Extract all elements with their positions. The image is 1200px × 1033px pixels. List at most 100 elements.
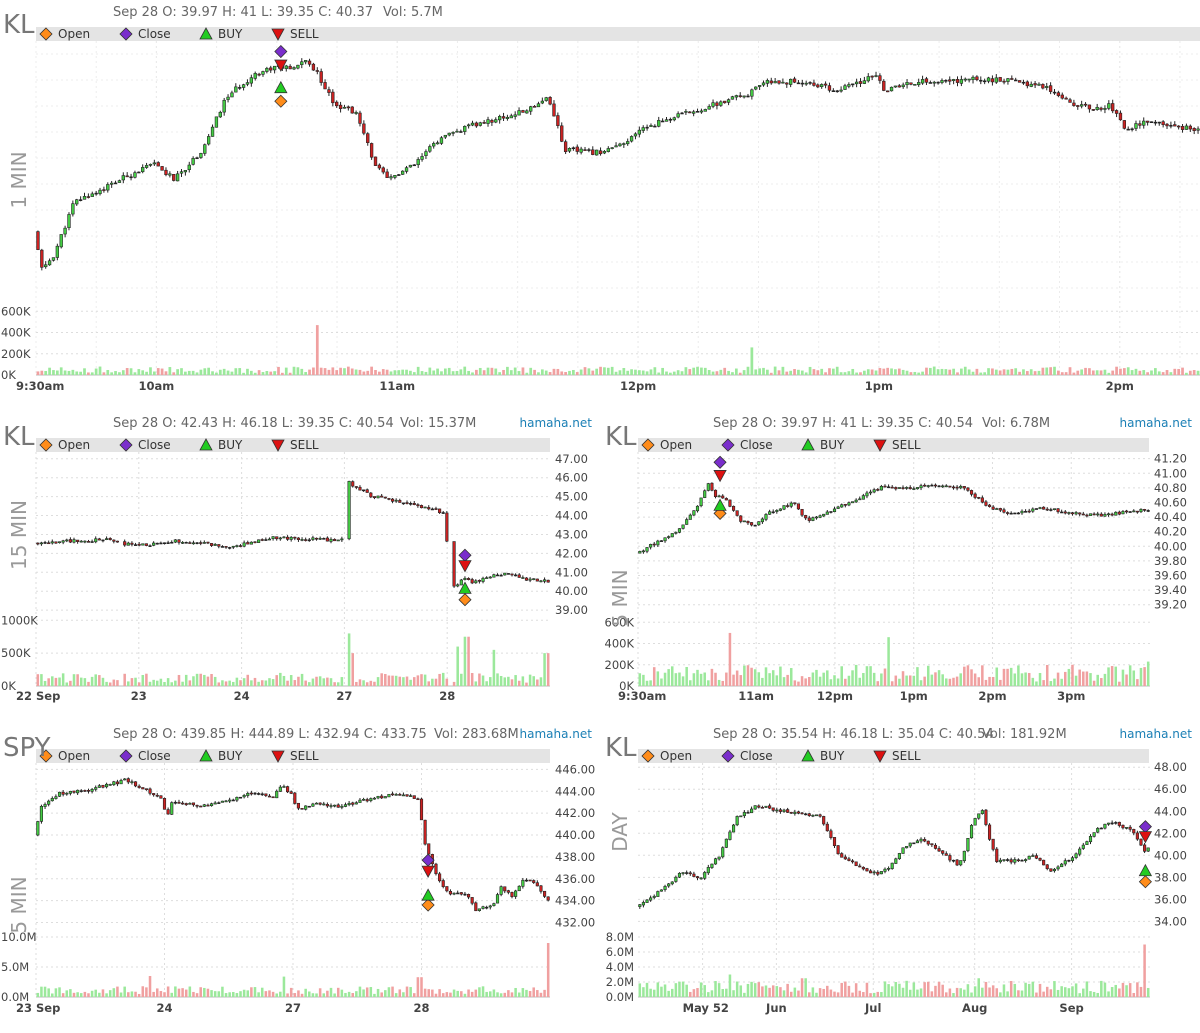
candle xyxy=(228,799,232,802)
brand-link[interactable]: hamaha.net xyxy=(520,416,593,430)
volume-bar xyxy=(329,678,333,686)
candle xyxy=(638,904,642,907)
candle xyxy=(381,167,385,173)
volume-bar xyxy=(653,367,657,375)
volume-bar xyxy=(217,682,221,686)
volume-bar xyxy=(897,368,901,375)
candle xyxy=(86,790,91,792)
candle xyxy=(769,80,773,84)
candle xyxy=(543,890,547,897)
candle xyxy=(184,803,188,806)
x-tick-label: Jun xyxy=(765,1001,787,1015)
volume-bar xyxy=(98,675,101,686)
volume-bar xyxy=(286,680,289,686)
candle xyxy=(307,805,311,808)
volume-bar xyxy=(525,372,529,375)
volume-bar xyxy=(470,991,474,997)
candle xyxy=(1177,125,1181,128)
candle xyxy=(333,804,337,807)
volume-bar xyxy=(83,678,87,686)
volume-bar xyxy=(195,673,199,686)
volume-bar xyxy=(591,370,595,375)
candle xyxy=(1099,827,1103,830)
volume-bar xyxy=(389,371,393,375)
candle xyxy=(1067,512,1071,514)
candle xyxy=(1110,822,1114,825)
candle xyxy=(778,809,782,812)
candle xyxy=(843,504,847,506)
volume-bar xyxy=(1002,984,1006,997)
volume-bar xyxy=(757,982,761,997)
candle xyxy=(719,101,723,106)
volume-bar xyxy=(184,989,188,997)
volume-bar xyxy=(293,993,297,997)
brand-link[interactable]: hamaha.net xyxy=(520,727,593,741)
price-tick-label: 38.00 xyxy=(1154,870,1187,884)
candle xyxy=(224,546,228,548)
candle xyxy=(90,193,94,197)
volume-bar xyxy=(869,993,872,997)
volume-bar xyxy=(1110,987,1114,997)
volume-bar xyxy=(443,368,447,375)
candle xyxy=(1045,864,1049,870)
volume-bar xyxy=(180,368,183,375)
candle xyxy=(435,142,440,145)
volume-bar xyxy=(952,993,955,997)
candle xyxy=(800,812,804,815)
volume-bar xyxy=(1074,983,1078,997)
volume-bar xyxy=(257,370,261,375)
x-tick-label: 9:30am xyxy=(618,689,666,703)
candle xyxy=(598,150,603,155)
candle xyxy=(191,542,196,545)
volume-bar xyxy=(1080,369,1084,375)
candle xyxy=(1169,124,1173,127)
volume-bar xyxy=(532,676,535,686)
candle xyxy=(836,845,840,855)
volume-bar xyxy=(1165,370,1169,375)
candle xyxy=(829,830,833,838)
candle xyxy=(331,91,335,104)
candle xyxy=(839,89,843,92)
candle xyxy=(358,799,362,803)
candle xyxy=(536,103,541,108)
brand-link[interactable]: hamaha.net xyxy=(1120,416,1193,430)
volume-bar xyxy=(441,993,445,997)
volume-bar xyxy=(1122,368,1126,375)
volume-bar xyxy=(394,993,398,997)
volume-bar xyxy=(475,369,478,375)
candle xyxy=(872,871,876,874)
brand-link[interactable]: hamaha.net xyxy=(1120,727,1193,741)
x-tick-label: 28 xyxy=(439,689,455,703)
candle xyxy=(861,866,865,870)
volume-bar xyxy=(409,370,412,375)
candle xyxy=(897,85,901,88)
candle xyxy=(307,539,311,542)
volume-bar xyxy=(268,678,271,686)
candle xyxy=(261,71,265,75)
candle xyxy=(336,804,340,808)
price-tick-label: 45.00 xyxy=(555,490,588,504)
volume-bar xyxy=(116,680,119,686)
legend-open-icon xyxy=(641,749,655,763)
candle xyxy=(869,870,873,874)
candle xyxy=(715,102,719,106)
candle xyxy=(955,79,960,83)
volume-bar xyxy=(40,674,43,686)
candle xyxy=(723,100,727,104)
volume-bar xyxy=(771,985,775,997)
volume-bar xyxy=(304,372,308,375)
candle xyxy=(1139,838,1143,846)
volume-bar xyxy=(141,674,145,686)
candle xyxy=(1034,508,1038,510)
candle xyxy=(199,153,203,158)
chart-panel-p5: 48.0046.0044.0042.0040.0038.0036.0034.00… xyxy=(605,727,1192,1015)
candle xyxy=(253,73,257,79)
candle xyxy=(97,785,101,788)
legend-open: Open xyxy=(660,438,692,452)
candle xyxy=(1188,125,1192,130)
candle xyxy=(54,541,58,544)
candle xyxy=(656,891,660,897)
volume-bar xyxy=(829,989,833,997)
candle xyxy=(226,96,230,100)
candle xyxy=(641,902,645,906)
